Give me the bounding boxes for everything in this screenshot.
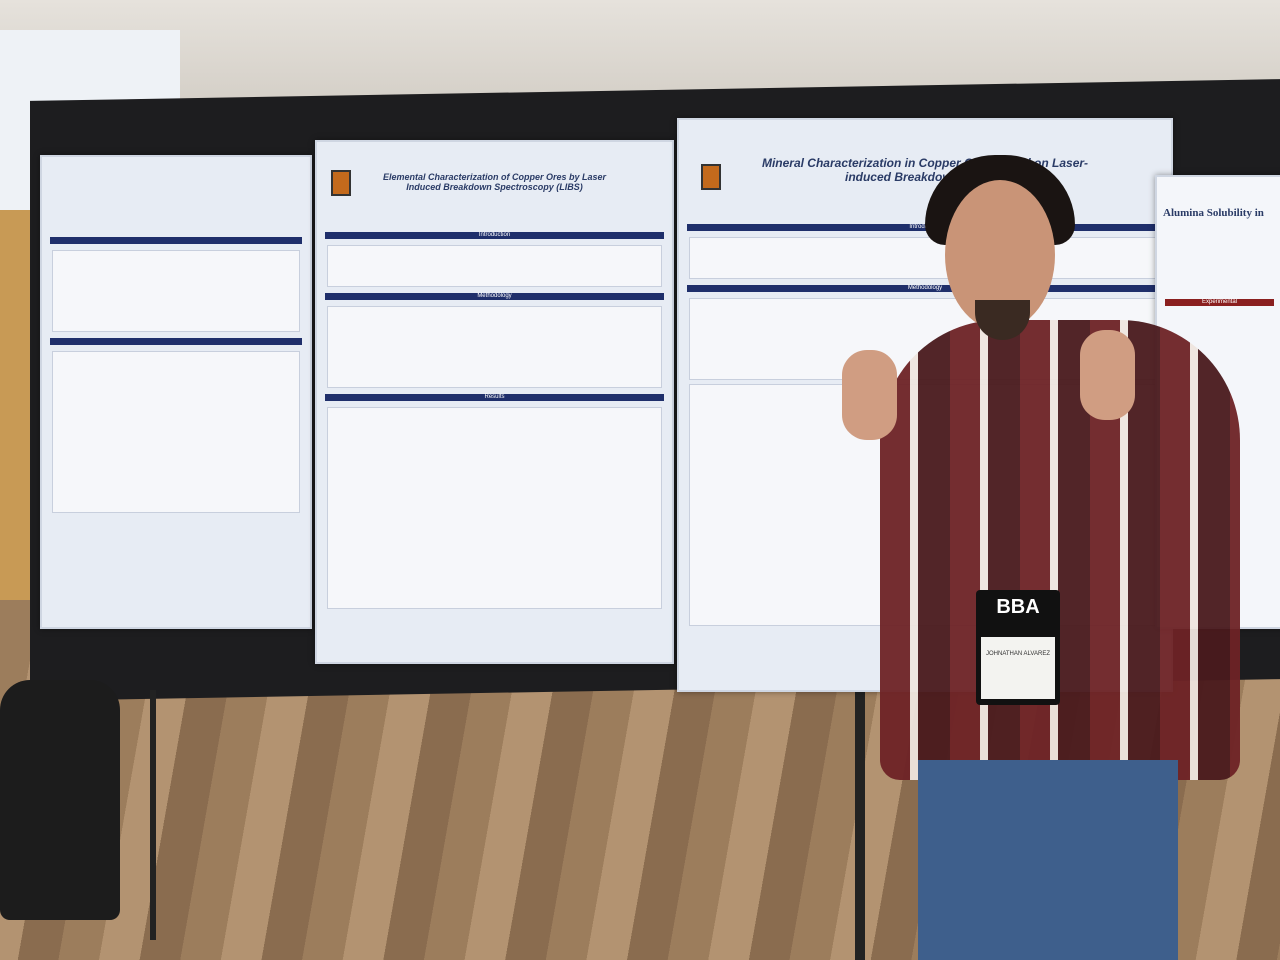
- poster-text: [327, 245, 662, 287]
- section-bar: Methodology: [325, 293, 664, 300]
- poster-figure: [52, 351, 300, 513]
- section-bar: Introduction: [325, 232, 664, 239]
- university-logo: [331, 170, 351, 196]
- poster-text: [689, 237, 1161, 279]
- poster-figure: [52, 250, 300, 332]
- plaid-shirt: [880, 320, 1240, 780]
- poster-figure: [327, 306, 662, 388]
- thumbs-up-hand: [1080, 330, 1135, 420]
- poster-2: Elemental Characterization of Copper Ore…: [315, 140, 674, 664]
- thumbs-up-hand: [842, 350, 897, 440]
- name-badge: BBA JOHNATHAN ALVAREZ: [976, 590, 1060, 705]
- badge-name: JOHNATHAN ALVAREZ: [981, 637, 1055, 699]
- poster-title: Mineral Characterization in Copper Ores …: [761, 156, 1089, 184]
- poster-1: [40, 155, 312, 629]
- jeans: [918, 760, 1178, 960]
- university-logo: [701, 164, 721, 190]
- board-leg: [150, 690, 156, 940]
- section-bar: Methodology: [687, 285, 1163, 292]
- backpack: [0, 680, 120, 920]
- section-bar: Results: [325, 394, 664, 401]
- poster-title: Elemental Characterization of Copper Ore…: [382, 172, 607, 192]
- badge-logo: BBA: [996, 596, 1040, 618]
- section-bar: Experimental: [1165, 299, 1274, 306]
- section-bar: [50, 237, 302, 244]
- poster-figure: [327, 407, 662, 609]
- section-bar: [50, 338, 302, 345]
- poster-title: Alumina Solubility in: [1163, 207, 1264, 219]
- board-leg: [855, 690, 865, 960]
